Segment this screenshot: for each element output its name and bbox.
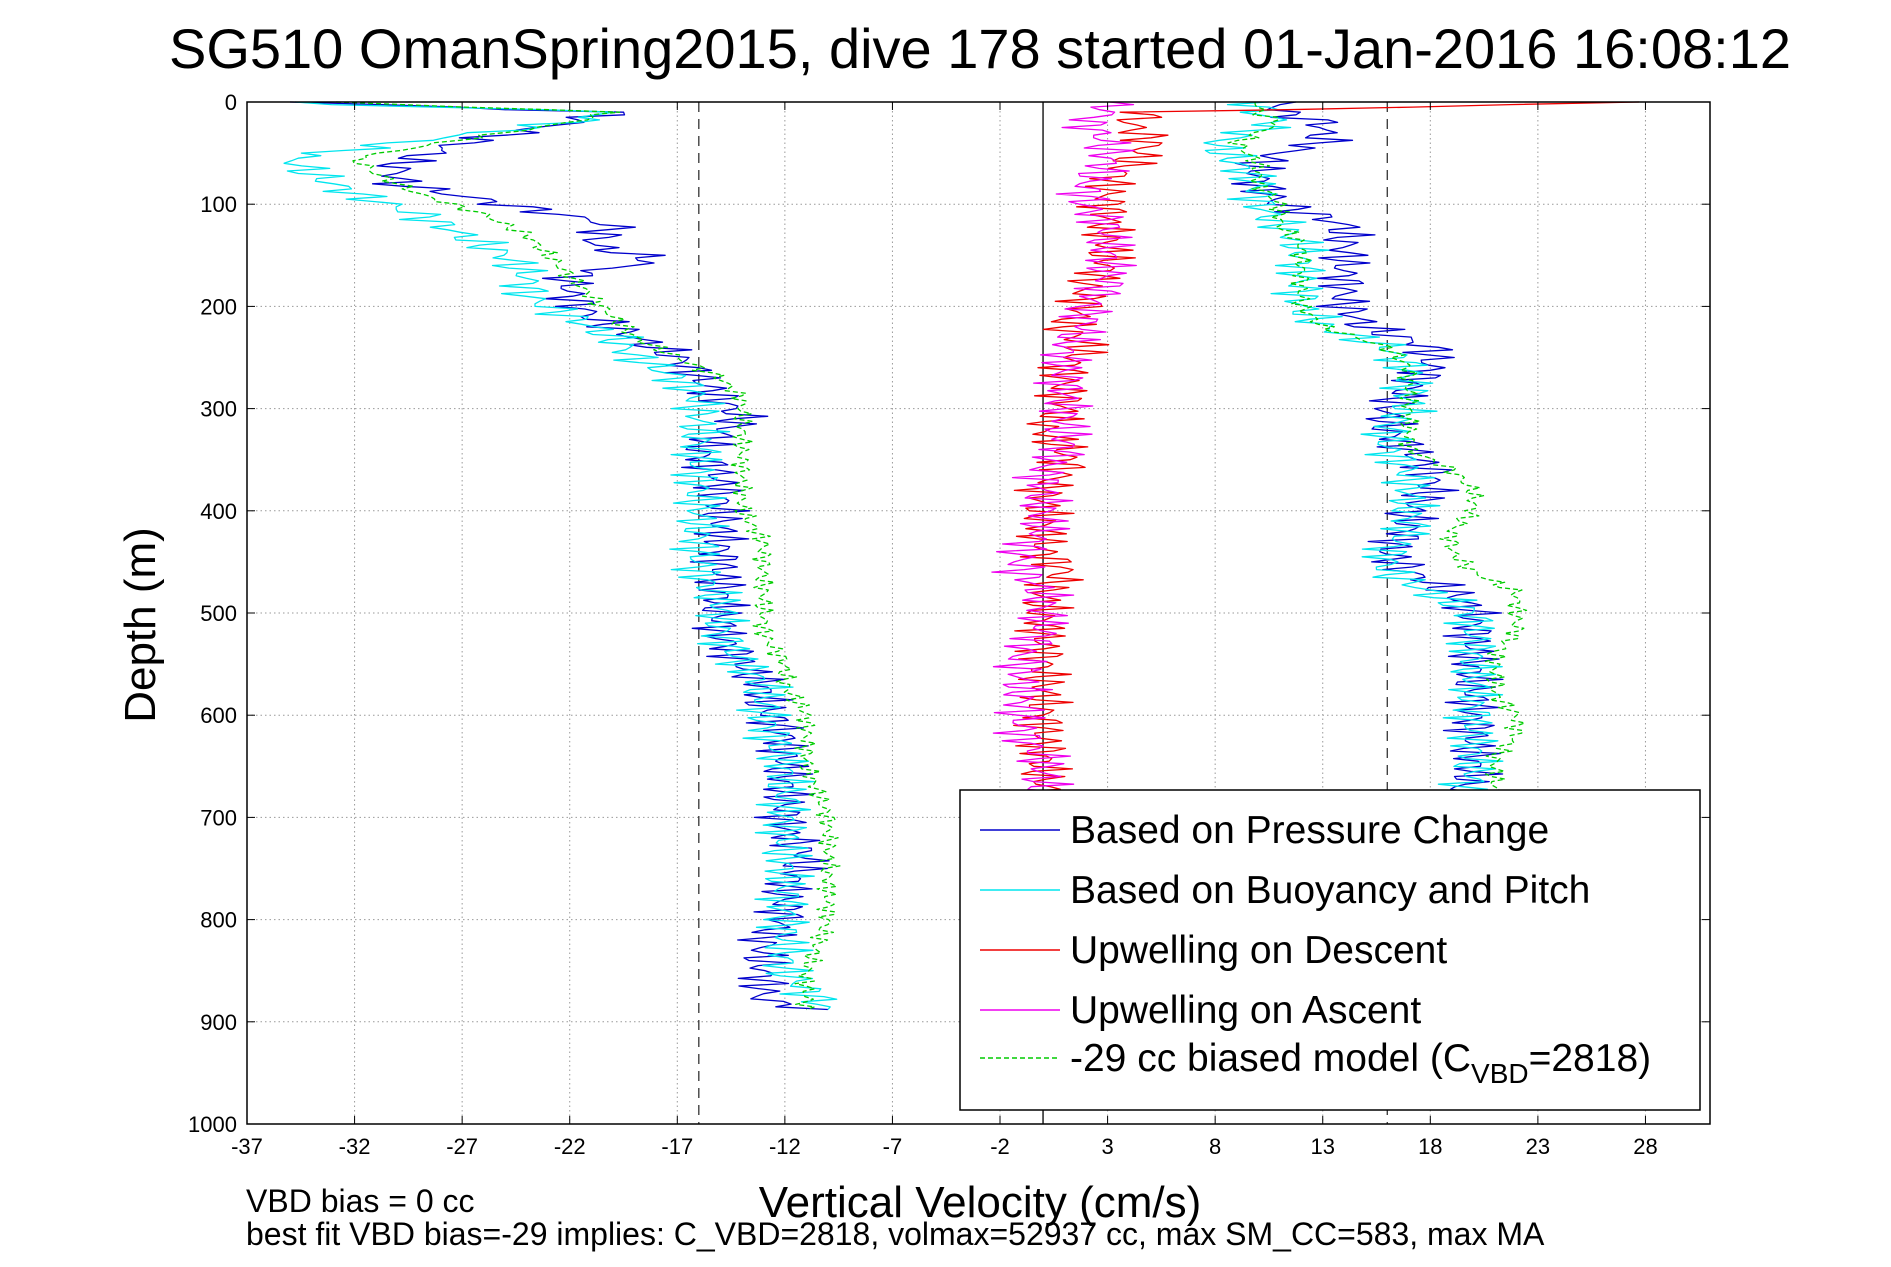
legend-label-tail: =2818) [1529,1037,1652,1080]
x-tick-label: -12 [769,1134,801,1159]
legend-label-main: Upwelling on Ascent [1070,989,1421,1032]
x-tick-label: -37 [231,1134,263,1159]
series-line [289,101,830,1011]
y-tick-label: 900 [200,1010,237,1035]
y-tick-label: 800 [200,908,237,933]
y-tick-label: 1000 [188,1112,237,1137]
x-tick-label: 13 [1310,1134,1334,1159]
y-tick-label: 400 [200,499,237,524]
series-line [1231,101,1504,798]
legend-label: -29 cc biased model (CVBD=2818) [1070,1037,1651,1089]
legend-label-main: Based on Pressure Change [1070,809,1549,852]
ticks: -37 -32 -27 -22 -17 -12 -7 -2 3 8 13 18 23 28 0 100 200 3… [188,90,1710,1159]
x-tick-label: -7 [883,1134,903,1159]
x-tick-label: -17 [661,1134,693,1159]
annotation-vbd-bias: VBD bias = 0 cc [246,1183,475,1219]
series-line [336,101,841,1011]
legend: Based on Pressure Change Based on Buoyanc… [959,789,1701,1111]
x-tick-label: 3 [1101,1134,1113,1159]
chart-title: SG510 OmanSpring2015, dive 178 started 0… [169,17,1791,80]
legend-label-main: Upwelling on Descent [1070,929,1447,972]
y-tick-label: 500 [200,601,237,626]
x-tick-label: -32 [339,1134,371,1159]
x-tick-label: 8 [1209,1134,1221,1159]
legend-box [959,789,1701,1111]
y-tick-label: 0 [225,90,237,115]
y-tick-label: 600 [200,703,237,728]
x-tick-label: 23 [1526,1134,1550,1159]
legend-label-main: -29 cc biased model (C [1070,1037,1471,1080]
y-tick-label: 200 [200,294,237,319]
x-tick-label: 18 [1418,1134,1442,1159]
x-tick-label: 28 [1633,1134,1657,1159]
legend-label: Upwelling on Descent [1070,929,1447,972]
y-tick-label: 700 [200,805,237,830]
annotation-best-fit: best fit VBD bias=-29 implies: C_VBD=281… [246,1216,1545,1252]
x-tick-label: -2 [990,1134,1010,1159]
series-line [1203,101,1504,798]
y-tick-label: 100 [200,192,237,217]
series-group [283,101,1640,1011]
y-tick-label: 300 [200,397,237,422]
legend-label-subscript: VBD [1471,1058,1529,1089]
legend-label: Based on Buoyancy and Pitch [1070,869,1590,912]
y-axis-label: Depth (m) [116,527,165,723]
x-axis-label: Vertical Velocity (cm/s) [759,1178,1202,1227]
series-line [1013,101,1640,798]
x-tick-label: -22 [554,1134,586,1159]
legend-label: Based on Pressure Change [1070,809,1549,852]
x-tick-label: -27 [446,1134,478,1159]
series-line [283,101,838,1010]
series-line [1227,101,1528,798]
legend-label: Upwelling on Ascent [1070,989,1421,1032]
legend-label-main: Based on Buoyancy and Pitch [1070,869,1590,912]
series-line [991,101,1137,798]
